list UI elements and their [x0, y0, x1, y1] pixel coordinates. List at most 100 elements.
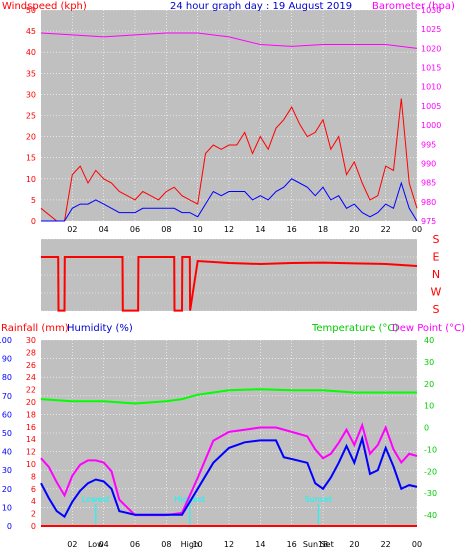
temperature-y-tick-label: -30 [424, 489, 437, 498]
wind-y-tick-label: 5 [31, 196, 36, 205]
humidity-y-tick-label: 90 [2, 355, 12, 364]
dewpoint-line [40, 422, 418, 517]
barometer-axis-title: Barometer (hpa) [372, 1, 455, 12]
rainfall-y-tick-label: 22 [26, 386, 36, 395]
direction-label: S [433, 233, 440, 246]
rainfall-y-tick-label: 26 [26, 361, 36, 370]
dewpoint-axis-title: Dew Point (°C) [392, 323, 465, 334]
humidity-y-tick-label: 40 [2, 448, 12, 457]
event-markers: Lowest Low Highest High Sunset Sun Set [82, 495, 334, 549]
rainfall-y-tick-label: 6 [31, 485, 36, 494]
rainfall-y-tick-label: 24 [26, 373, 36, 382]
chart-title: 24 hour graph day : 19 August 2019 [170, 1, 352, 12]
direction-label: E [433, 251, 440, 264]
temp-x-tick-label: 00 [412, 540, 422, 549]
temperature-y-tick-label: 30 [424, 358, 434, 367]
humidity-y-tick-label: 60 [2, 410, 12, 419]
temperature-line [40, 388, 417, 405]
barometer-y-tick-label: 975 [421, 217, 436, 226]
rainfall-y-tick-label: 12 [26, 448, 36, 457]
barometer-y-tick-label: 1010 [421, 83, 441, 92]
direction-panel [41, 239, 417, 311]
wind-y-tick-label: 0 [31, 217, 36, 226]
temp-x-tick-label: 06 [130, 540, 140, 549]
wind-y-tick-label: 30 [26, 90, 36, 99]
wind-x-tick-label: 20 [349, 225, 359, 234]
temperature-y-tick-label: -20 [424, 467, 437, 476]
temperature-y-tick-label: -40 [424, 511, 437, 520]
wind-x-tick-label: 10 [193, 225, 203, 234]
gust-line [41, 178, 418, 222]
barometer-y-tick-label: 1000 [421, 121, 441, 130]
event-time-label: Sun Set [303, 540, 334, 549]
temperature-axis-title: Temperature (°C) [311, 323, 398, 334]
rainfall-y-tick-label: 28 [26, 348, 36, 357]
temp-x-tick-label: 02 [67, 540, 77, 549]
barometer-y-tick-label: 995 [421, 140, 436, 149]
wind-x-tick-label: 18 [318, 225, 328, 234]
temp-x-tick-label: 04 [99, 540, 109, 549]
humidity-y-tick-label: 20 [2, 485, 12, 494]
humidity-y-tick-label: 30 [2, 466, 12, 475]
humidity-y-tick-label: 100 [0, 336, 12, 345]
humidity-y-axis: 0 10 20 30 40 50 60 70 80 90 100 [0, 336, 12, 531]
temp-x-tick-label: 10 [193, 540, 203, 549]
wind-x-axis: 02 04 06 08 10 12 14 16 18 20 22 00 [67, 225, 422, 234]
wind-y-tick-label: 40 [26, 48, 36, 57]
rainfall-y-tick-label: 14 [26, 435, 36, 444]
event-marker-label: Sunset [305, 495, 332, 504]
wind-y-tick-label: 15 [26, 154, 36, 163]
wind-x-tick-label: 22 [381, 225, 391, 234]
wind-grid [41, 9, 418, 222]
barometer-y-tick-label: 1030 [421, 6, 441, 15]
temp-x-tick-label: 18 [318, 540, 328, 549]
rainfall-y-tick-label: 10 [26, 460, 36, 469]
rainfall-y-tick-label: 20 [26, 398, 36, 407]
temp-x-tick-label: 20 [349, 540, 359, 549]
rainfall-y-tick-label: 0 [31, 522, 36, 531]
humidity-y-tick-label: 70 [2, 392, 12, 401]
wind-y-axis: 0 5 10 15 20 25 30 35 40 45 50 [26, 6, 36, 226]
barometer-y-tick-label: 990 [421, 159, 436, 168]
wind-y-tick-label: 50 [26, 6, 36, 15]
wind-y-tick-label: 35 [26, 69, 36, 78]
rainfall-y-tick-label: 30 [26, 336, 36, 345]
barometer-y-tick-label: 1025 [421, 25, 441, 34]
wind-y-tick-label: 45 [26, 27, 36, 36]
direction-label: N [432, 268, 440, 281]
temp-x-axis: 02 04 06 08 10 12 14 16 18 20 22 00 [67, 540, 422, 549]
direction-label: S [433, 303, 440, 316]
wind-direction-line [41, 256, 418, 312]
wind-y-tick-label: 25 [26, 112, 36, 121]
temp-x-tick-label: 12 [224, 540, 234, 549]
humidity-y-tick-label: 10 [2, 503, 12, 512]
humidity-y-tick-label: 50 [2, 429, 12, 438]
event-time-label: High [181, 540, 199, 549]
wind-x-tick-label: 06 [130, 225, 140, 234]
wind-x-tick-label: 16 [287, 225, 297, 234]
barometer-line [40, 32, 418, 49]
barometer-y-tick-label: 1015 [421, 64, 441, 73]
windspeed-axis-title: Windspeed (kph) [2, 1, 87, 12]
temperature-y-tick-label: 20 [424, 380, 434, 389]
barometer-y-tick-label: 980 [421, 198, 436, 207]
humidity-line [40, 434, 418, 519]
rainfall-y-tick-label: 18 [26, 410, 36, 419]
humidity-y-tick-label: 0 [7, 522, 12, 531]
temperature-y-tick-label: -10 [424, 445, 437, 454]
rainfall-y-tick-label: 8 [31, 472, 36, 481]
wind-x-tick-label: 04 [99, 225, 109, 234]
event-marker-label: Highest [175, 495, 206, 504]
wind-y-tick-label: 20 [26, 133, 36, 142]
temperature-y-tick-label: 10 [424, 402, 434, 411]
humidity-axis-title: Humidity (%) [67, 323, 133, 334]
wind-x-tick-label: 14 [255, 225, 265, 234]
temp-x-tick-label: 22 [381, 540, 391, 549]
humidity-y-tick-label: 80 [2, 373, 12, 382]
barometer-y-tick-label: 1005 [421, 102, 441, 111]
wind-y-tick-label: 10 [26, 175, 36, 184]
wind-x-tick-label: 02 [67, 225, 77, 234]
rainfall-y-tick-label: 4 [31, 497, 36, 506]
windspeed-line [40, 98, 418, 222]
direction-label: W [431, 286, 442, 299]
